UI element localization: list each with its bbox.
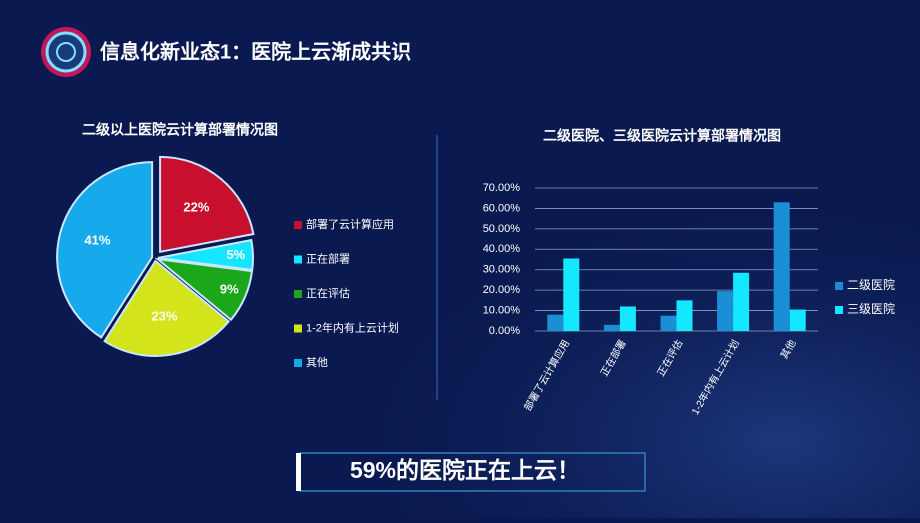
pie-slice <box>56 161 154 339</box>
legend-label: 二级医院 <box>847 278 895 292</box>
slice-label: 22% <box>183 199 209 214</box>
legend-swatch <box>294 255 302 264</box>
bar <box>547 314 564 331</box>
slice-label: 23% <box>151 309 177 324</box>
slice-label: 41% <box>84 233 110 248</box>
bar <box>676 300 693 331</box>
bar <box>563 258 580 331</box>
pie-slice <box>103 259 231 357</box>
logo <box>41 27 91 77</box>
slice-label: 5% <box>226 247 245 262</box>
legend-swatch <box>294 290 302 298</box>
y-tick-label: 0.00% <box>489 325 520 337</box>
bar <box>660 315 677 331</box>
y-tick-label: 10.00% <box>483 304 521 316</box>
pie-slice <box>154 257 254 322</box>
legend-label: 部署了云计算应用 <box>306 217 394 231</box>
callout: 59%的医院正在上云！ <box>296 452 646 492</box>
bar <box>717 291 734 331</box>
pie-slice <box>157 238 254 271</box>
bar <box>789 309 806 331</box>
legend-swatch <box>294 221 302 229</box>
callout-text: 59%的医院正在上云！ <box>350 457 580 483</box>
y-tick-label: 60.00% <box>483 202 521 214</box>
y-tick-label: 40.00% <box>483 243 521 255</box>
slide-title: 信息化新业态1：医院上云渐成共识 <box>100 39 411 63</box>
y-tick-label: 20.00% <box>483 284 521 296</box>
legend-swatch <box>294 324 302 333</box>
legend-label: 三级医院 <box>847 302 895 316</box>
pie-title: 二级以上医院云计算部署情况图 <box>82 122 278 138</box>
legend-swatch <box>835 306 843 314</box>
legend-swatch <box>294 359 302 367</box>
legend-label: 其他 <box>306 356 328 369</box>
legend-swatch <box>835 282 843 290</box>
bar <box>733 272 750 331</box>
bar-title: 二级医院、三级医院云计算部署情况图 <box>543 128 781 144</box>
bar <box>619 306 636 331</box>
bar <box>603 324 620 331</box>
legend-label: 正在部署 <box>306 251 350 265</box>
slice-label: 9% <box>220 282 239 297</box>
y-tick-label: 50.00% <box>483 223 521 235</box>
legend-label: 1-2年内有上云计划 <box>306 320 399 334</box>
pie-slice <box>159 155 255 254</box>
legend-label: 正在评估 <box>306 287 350 300</box>
y-tick-label: 70.00% <box>483 182 521 194</box>
y-tick-label: 30.00% <box>483 264 521 276</box>
bar <box>773 202 790 331</box>
